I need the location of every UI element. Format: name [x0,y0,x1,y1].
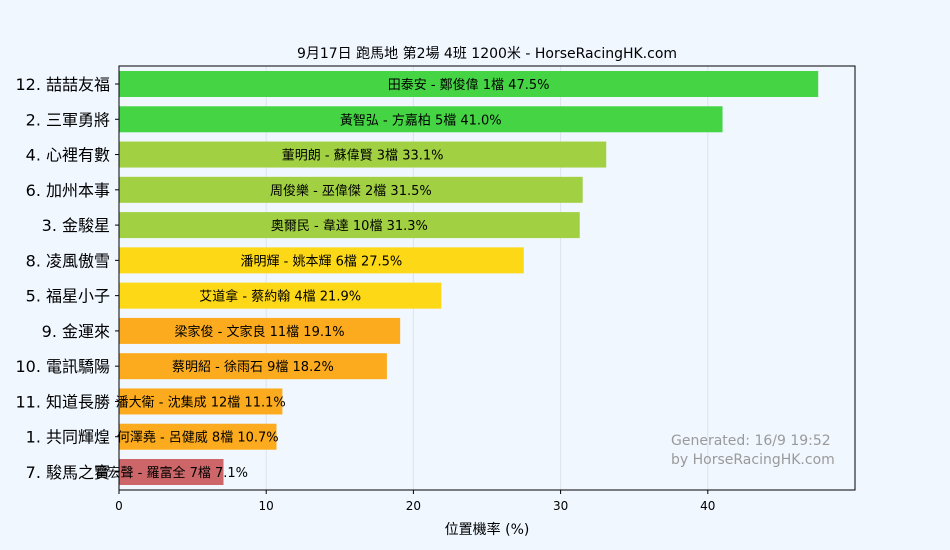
bar [119,176,583,203]
category-labels: 12. 喆喆友福 2. 三軍勇將 4. 心裡有數 6. 加州本事 3. 金駿星 8. 凌風… [15,75,119,482]
plot-area [119,66,855,490]
x-tick-label: 0 [115,499,123,513]
bar-data-label: 霍宏聲 - 羅富全 7檔 7.1% [94,465,248,481]
category-label: 12. 喆喆友福 [15,75,110,94]
category-label: 3. 金駿星 [42,216,110,235]
bar-data-label: 田泰安 - 鄭俊偉 1檔 47.5% [388,78,550,93]
bar [119,71,819,97]
bar [119,459,224,485]
category-label: 9. 金運來 [42,322,110,341]
x-tick-label: 30 [553,499,568,513]
bar [119,353,387,380]
chart-title: 9月17日 跑馬地 第2場 4班 1200米 - HorseRacingHK.c… [297,45,677,62]
x-tick-label: 20 [406,499,421,513]
x-axis-ticks: 0 10 20 30 40 [115,490,715,513]
bar-data-label: 梁家俊 - 文家良 11檔 19.1% [175,324,345,340]
bar-data-label: 何澤堯 - 呂健威 8檔 10.7% [117,430,279,446]
plot-frame [118,65,856,491]
bar-data-label: 黃智弘 - 方嘉柏 5檔 41.0% [340,112,502,128]
bar-data-label: 周俊樂 - 巫偉傑 2檔 31.5% [270,183,432,199]
bar-data-label: 奧爾民 - 韋達 10檔 31.3% [271,219,428,234]
category-label: 8. 凌風傲雪 [26,251,110,270]
x-axis-label: 位置機率 (%) [445,521,530,538]
bar-data-label: 蔡明紹 - 徐雨石 9檔 18.2% [172,360,334,375]
bar [119,141,607,168]
category-label: 11. 知道長勝 [15,392,110,411]
bar-series: 田泰安 - 鄭俊偉 1檔 47.5% 黃智弘 - 方嘉柏 5檔 41.0% 董明朗 … [94,71,819,485]
bar [119,388,283,415]
category-label: 4. 心裡有數 [26,146,110,165]
bar-data-label: 艾道拿 - 蔡約翰 4檔 21.9% [199,289,361,305]
category-label: 7. 駿馬之寶 [26,463,110,482]
bar [119,247,524,274]
category-label: 2. 三軍勇將 [26,110,110,129]
category-label: 6. 加州本事 [26,181,110,200]
bar [119,317,401,344]
category-label: 5. 福星小子 [26,287,110,306]
watermark-line-1: Generated: 16/9 19:52 [671,433,831,449]
bar-data-label: 潘明輝 - 姚本輝 6檔 27.5% [241,254,403,269]
bar-data-label: 董明朗 - 蘇偉賢 3檔 33.1% [282,149,444,164]
watermark-line-2: by HorseRacingHK.com [671,452,835,468]
bar-data-label: 潘大衛 - 沈集成 12檔 11.1% [116,394,286,410]
bar [119,423,277,450]
bar [119,106,723,133]
bar [119,212,580,239]
bar [119,282,442,309]
category-label: 10. 電訊驕陽 [15,357,110,376]
category-label: 1. 共同輝煌 [26,428,110,447]
x-tick-label: 10 [259,499,274,513]
x-tick-label: 40 [700,499,715,513]
